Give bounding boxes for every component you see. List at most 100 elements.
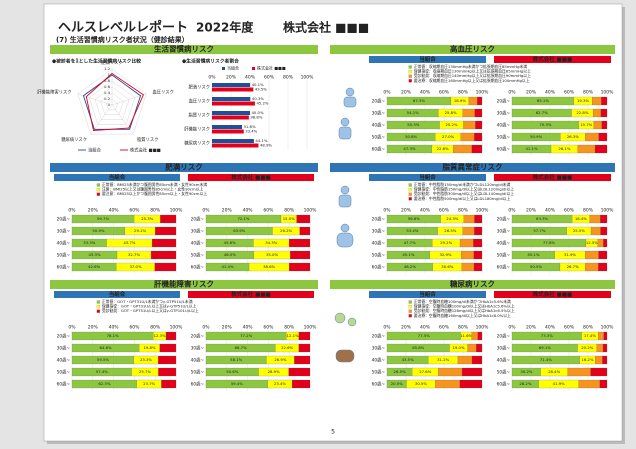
x-tick-label: 20% xyxy=(526,208,537,214)
chart-title: ●生活習慣病リスク者割合 xyxy=(182,58,239,65)
x-tick-label: 40% xyxy=(243,208,254,214)
y-tick-label: 40歳~ xyxy=(372,240,386,247)
value-label: 47.7% xyxy=(404,240,416,245)
legend-label: 注意：BMI25以上又は腹囲男性85cm以上・女性90cm以上 xyxy=(102,187,204,192)
value-label: 77.5% xyxy=(418,333,430,338)
y-tick-label: 50歳~ xyxy=(57,252,71,259)
group-header xyxy=(494,291,611,298)
group-header xyxy=(369,174,486,181)
y-tick-label: 60歳~ xyxy=(372,264,386,271)
value-label: 67.3% xyxy=(413,98,425,103)
bar-segment xyxy=(473,250,483,260)
radar-axis-label: 脂質リスク xyxy=(137,136,158,143)
bar xyxy=(212,111,250,115)
bar-segment xyxy=(471,331,478,341)
x-tick-label: 0% xyxy=(508,208,516,214)
bar xyxy=(212,125,243,129)
y-tick-label: 30歳~ xyxy=(191,228,205,235)
bar xyxy=(212,97,251,101)
y-tick-label: 60歳~ xyxy=(497,381,511,388)
x-tick-label: 60% xyxy=(439,208,450,214)
bar-segment xyxy=(463,214,475,224)
legend-label: 要治療：中性脂肪500mg/dl以上又はLDL180mg/dl以上 xyxy=(414,196,511,201)
value-label: 31.9% xyxy=(564,252,576,257)
legend-label: 受診勧奨：中性脂肪300mg/dl以上又はLDL140mg/dl以上 xyxy=(414,191,515,196)
y-tick-label: 60歳~ xyxy=(372,381,386,388)
bar-segment xyxy=(474,108,483,118)
section-header xyxy=(330,45,615,54)
legend-swatch xyxy=(408,314,412,318)
bar-segment xyxy=(467,343,477,353)
value-label: 41.4% xyxy=(221,264,233,269)
value-label: 31.2% xyxy=(437,357,449,362)
value-label: 45.1% xyxy=(527,252,539,257)
value-label: 29.2% xyxy=(440,240,452,245)
value-label: 23.4% xyxy=(274,381,286,386)
value-label: 38.6% xyxy=(263,264,275,269)
value-label: 28.1% xyxy=(558,146,570,151)
value-label: 28.9% xyxy=(268,369,280,374)
bar-segment xyxy=(585,250,599,260)
x-tick-label: 20% xyxy=(88,208,99,214)
y-tick-label: 60歳~ xyxy=(497,264,511,271)
y-tick-label: 40歳~ xyxy=(191,357,205,364)
bar-segment xyxy=(459,379,483,389)
y-tick-label: 40歳~ xyxy=(57,357,71,364)
bar xyxy=(212,87,254,92)
y-tick-label: 20歳~ xyxy=(497,216,511,223)
y-tick-label: 40歳~ xyxy=(497,122,511,129)
chart-title: ●被診者を1とした生活習慣病リスク比較 xyxy=(52,58,141,65)
bar-segment xyxy=(435,379,460,389)
legend-label: 正常値：BMI25未満かつ腹囲男性85cm未満・女性90cm未満 xyxy=(102,182,207,187)
bar xyxy=(212,129,244,134)
value-label: 45.2% xyxy=(256,101,268,106)
legend-swatch xyxy=(408,300,412,304)
legend-swatch xyxy=(408,79,412,83)
y-tick-label: 50歳~ xyxy=(372,134,386,141)
legend-swatch xyxy=(408,74,412,78)
bar-segment xyxy=(595,355,603,365)
value-label: 43.3% xyxy=(88,252,100,257)
value-label: 59.7% xyxy=(97,216,109,221)
x-tick-label: 80% xyxy=(284,325,295,331)
y-tick-label: 30歳~ xyxy=(497,228,511,235)
value-label: 26.7% xyxy=(567,264,579,269)
bar-segment xyxy=(471,355,483,365)
x-tick-label: 40% xyxy=(420,325,431,331)
y-tick-label: 30歳~ xyxy=(191,345,205,352)
bar-segment xyxy=(462,226,475,236)
group-header xyxy=(369,56,486,63)
x-tick-label: 100% xyxy=(601,90,615,96)
value-label: 78.1% xyxy=(107,333,119,338)
value-label: 62.7% xyxy=(536,110,548,115)
x-tick-label: 100% xyxy=(601,208,615,214)
x-tick-label: 60% xyxy=(564,325,575,331)
y-tick-label: 20歳~ xyxy=(57,216,71,223)
x-tick-label: 80% xyxy=(284,208,295,214)
value-label: 33.4% xyxy=(245,129,257,134)
x-tick-label: 0% xyxy=(383,208,391,214)
section-title: 糖尿病リスク xyxy=(450,279,495,289)
x-tick-label: 100% xyxy=(476,90,490,96)
x-tick-label: 40% xyxy=(545,325,556,331)
y-tick-label: 40歳~ xyxy=(497,240,511,247)
value-label: 33.3% xyxy=(83,240,95,245)
legend-swatch xyxy=(96,309,101,313)
bar-segment xyxy=(475,120,483,130)
x-tick-label: 40% xyxy=(109,208,120,214)
x-tick-label: 80% xyxy=(283,75,294,81)
value-label: 15.0% xyxy=(283,216,295,221)
y-tick-label: 20歳~ xyxy=(191,216,205,223)
y-tick-label: 60歳~ xyxy=(191,381,205,388)
legend-swatch xyxy=(96,305,101,309)
y-tick-label: 30歳~ xyxy=(57,228,71,235)
value-label: 26.3% xyxy=(567,134,579,139)
x-tick-label: 80% xyxy=(458,208,469,214)
bar xyxy=(212,101,255,106)
bar-segment xyxy=(154,262,177,272)
value-label: 50.9% xyxy=(92,228,104,233)
y-tick-label: 20歳~ xyxy=(191,333,205,340)
section-header xyxy=(330,280,615,289)
bar-segment xyxy=(463,120,476,130)
legend-swatch xyxy=(96,183,101,187)
